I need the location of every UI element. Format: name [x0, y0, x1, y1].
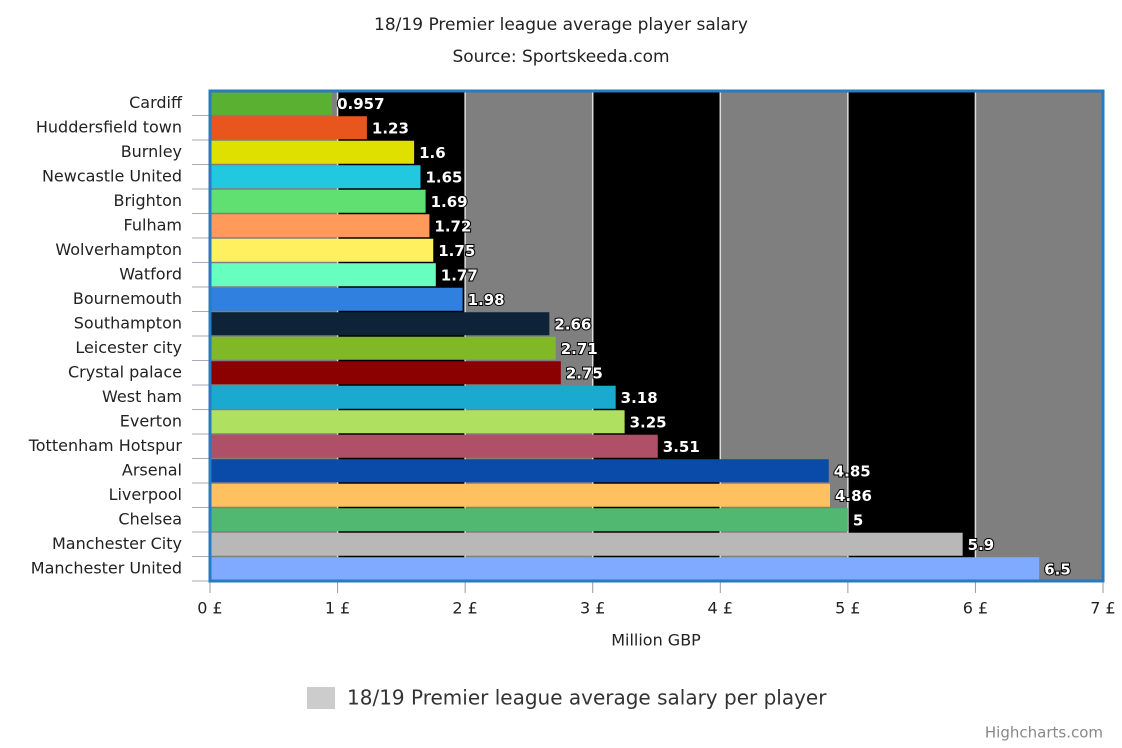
x-tick-label: 2 £ [452, 599, 477, 618]
data-label: 4.86 [835, 487, 872, 505]
y-tick-label: Southampton [74, 313, 182, 332]
data-label: 1.72 [434, 217, 471, 235]
data-label: 2.66 [554, 315, 591, 333]
x-tick-label: 4 £ [708, 599, 733, 618]
data-label: 1.65 [425, 168, 462, 186]
data-label: 5 [853, 511, 863, 529]
data-label: 6.5 [1044, 560, 1071, 578]
data-label: 1.23 [372, 119, 409, 137]
x-tick-label: 3 £ [580, 599, 605, 618]
y-tick-label: Brighton [114, 191, 183, 210]
bar [210, 459, 829, 483]
x-tick-label: 0 £ [197, 599, 222, 618]
bar [210, 263, 436, 287]
bar [210, 312, 550, 336]
legend-swatch [307, 687, 335, 709]
y-tick-label: Huddersfield town [36, 117, 182, 136]
y-tick-label: Arsenal [122, 460, 182, 479]
credits: Highcharts.com [985, 724, 1103, 742]
y-tick-label: Fulham [124, 215, 182, 234]
data-label: 2.75 [566, 364, 603, 382]
bar [210, 532, 963, 556]
bar [210, 238, 434, 262]
bar [210, 483, 830, 507]
x-axis-title: Million GBP [611, 631, 701, 650]
y-tick-label: Cardiff [129, 93, 183, 112]
chart-title: 18/19 Premier league average player sala… [374, 15, 748, 35]
data-label: 4.85 [834, 462, 871, 480]
plot-band [210, 91, 338, 581]
y-tick-label: Newcastle United [42, 166, 182, 185]
bar [210, 385, 616, 409]
plot-band [465, 91, 593, 581]
chart-subtitle: Source: Sportskeeda.com [452, 47, 669, 67]
legend-label: 18/19 Premier league average salary per … [347, 686, 827, 710]
plot-band [720, 91, 848, 581]
y-tick-label: Manchester City [52, 534, 182, 553]
bar [210, 140, 415, 164]
plot-band [975, 91, 1103, 581]
plot-border [208, 89, 1105, 583]
data-label: 1.6 [419, 144, 446, 162]
x-tick-label: 5 £ [835, 599, 860, 618]
y-tick-label: Liverpool [109, 485, 182, 504]
bar [210, 189, 426, 213]
bar [210, 91, 333, 115]
plot-band [847, 91, 976, 581]
y-tick-label: Watford [119, 264, 182, 283]
data-label: 3.51 [663, 438, 700, 456]
bar [210, 557, 1040, 581]
data-label: 1.98 [468, 291, 505, 309]
y-tick-label: Tottenham Hotspur [28, 436, 183, 455]
y-tick-label: Crystal palace [68, 362, 182, 381]
data-label: 1.75 [438, 242, 475, 260]
bar [210, 214, 430, 238]
bar [210, 336, 556, 360]
bar [210, 508, 848, 532]
data-label: 1.69 [431, 193, 468, 211]
bar [210, 410, 625, 434]
bar [210, 165, 421, 189]
plot-band [337, 91, 466, 581]
data-label: 2.71 [561, 340, 598, 358]
data-label: 3.25 [630, 413, 667, 431]
bar [210, 287, 463, 311]
bar [210, 434, 658, 458]
plot-band [592, 91, 721, 581]
data-label: 5.9 [968, 536, 995, 554]
y-tick-label: Chelsea [118, 509, 182, 528]
y-tick-label: Burnley [121, 142, 182, 161]
x-tick-label: 7 £ [1090, 599, 1115, 618]
y-tick-label: West ham [102, 387, 182, 406]
bar [210, 361, 561, 385]
y-tick-label: Everton [120, 411, 182, 430]
data-label: 0.957 [337, 95, 384, 113]
data-label: 1.77 [441, 266, 478, 284]
y-tick-label: Manchester United [31, 558, 182, 577]
data-label: 3.18 [621, 389, 658, 407]
y-tick-label: Leicester city [75, 338, 182, 357]
y-tick-label: Bournemouth [73, 289, 182, 308]
bar [210, 116, 367, 140]
x-tick-label: 6 £ [963, 599, 988, 618]
x-tick-label: 1 £ [325, 599, 350, 618]
y-tick-label: Wolverhampton [55, 240, 182, 259]
